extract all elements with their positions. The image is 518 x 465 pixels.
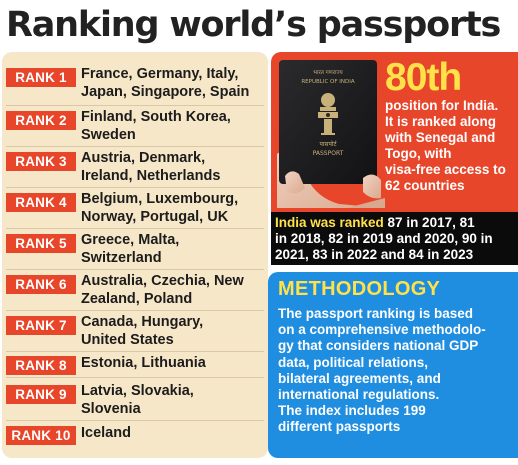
divider [6,377,264,378]
rank-badge: RANK 6 [6,275,76,294]
rank-badge: RANK 4 [6,193,76,212]
rank-countries: Estonia, Lithuania [81,355,206,371]
rank-countries: Finland, South Korea, Sweden [81,109,231,143]
rankings-panel: RANK 1 France, Germany, Italy, Japan, Si… [2,52,268,458]
indian-passport-image: भारत गणराज्य REPUBLIC OF INDIA पासपोर्ट … [277,58,385,208]
divider [6,310,264,311]
rank-countries: Canada, Hungary, United States [81,314,204,348]
methodology-body: The passport ranking is based on a compr… [278,306,486,435]
rank-countries: Latvia, Slovakia, Slovenia [81,383,194,417]
divider [6,187,264,188]
divider [6,105,264,106]
rank-countries: Australia, Czechia, New Zealand, Poland [81,273,244,307]
page-title: Ranking world’s passports [6,5,501,45]
rank-badge: RANK 7 [6,316,76,335]
divider [6,228,264,229]
india-ranked-years: 87 in 2017, 81 in 2018, 82 in 2019 and 2… [275,215,493,262]
passport-hindi-title: भारत गणराज्य [313,70,343,76]
passport-label: PASSPORT [313,150,344,157]
rank-countries: Austria, Denmark, Ireland, Netherlands [81,150,221,184]
divider [6,351,264,352]
india-ranking-box: भारत गणराज्य REPUBLIC OF INDIA पासपोर्ट … [271,52,518,265]
divider [6,420,264,421]
rank-badge: RANK 3 [6,152,76,171]
divider [6,269,264,270]
passport-hindi-label: पासपोर्ट [319,140,337,148]
rank-badge: RANK 8 [6,356,76,375]
rank-countries: France, Germany, Italy, Japan, Singapore… [81,66,250,100]
emblem-icon [318,93,338,135]
rank-countries: Greece, Malta, Switzerland [81,232,180,266]
rank-badge: RANK 9 [6,385,76,404]
rank-badge: RANK 5 [6,234,76,253]
india-ranked-label: India was ranked [275,215,384,230]
rank-badge: RANK 2 [6,111,76,130]
rank-badge: RANK 1 [6,68,76,87]
india-description: position for India. It is ranked along w… [385,98,506,193]
passport-republic: REPUBLIC OF INDIA [301,79,355,85]
methodology-box: METHODOLOGY The passport ranking is base… [268,272,518,458]
rank-countries: Belgium, Luxembourg, Norway, Portugal, U… [81,191,239,225]
methodology-title: METHODOLOGY [278,278,441,300]
india-position: 80th [385,56,462,99]
india-rank-history: India was ranked 87 in 2017, 81 in 2018,… [271,212,518,265]
rank-countries: Iceland [81,425,131,441]
divider [6,146,264,147]
rank-badge: RANK 10 [6,426,76,445]
